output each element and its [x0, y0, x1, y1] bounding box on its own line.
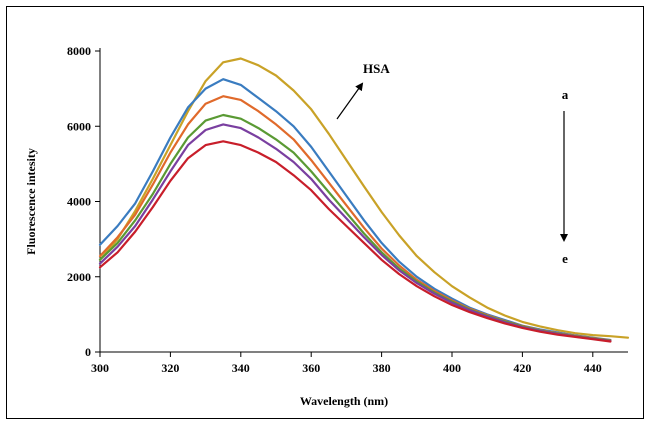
hsa-label: HSA [363, 61, 390, 76]
label-a: a [562, 87, 569, 102]
x-tick-label: 440 [584, 361, 602, 375]
label-e: e [562, 251, 568, 266]
annotations: HSA a e [336, 61, 569, 266]
axes: 0 2000 4000 6000 8000 300 320 340 360 380 400 420 44… [24, 44, 628, 408]
x-axis-title: Wavelength (nm) [300, 394, 388, 408]
x-tick-label: 300 [91, 361, 109, 375]
x-tick-label: 360 [302, 361, 320, 375]
y-tick-label: 6000 [67, 119, 91, 133]
x-tick-label: 420 [513, 361, 531, 375]
spectrum-line-6 [98, 140, 612, 343]
x-tick-label: 340 [232, 361, 250, 375]
y-tick-label: 8000 [67, 44, 91, 58]
x-tick-label: 400 [443, 361, 461, 375]
y-tick-label: 0 [85, 345, 91, 359]
chart-frame: 0 2000 4000 6000 8000 300 320 340 360 380 400 420 44… [6, 6, 644, 419]
y-axis-title: Fluorescence intesity [24, 148, 38, 255]
spectrum-line-5 [98, 123, 612, 343]
series-group [98, 57, 630, 343]
fluorescence-chart: 0 2000 4000 6000 8000 300 320 340 360 380 400 420 44… [24, 44, 630, 408]
y-tick-label: 4000 [67, 195, 91, 209]
x-tick-label: 380 [373, 361, 391, 375]
spectrum-line-2 [98, 78, 612, 342]
spectrum-line-1 [98, 57, 630, 339]
y-tick-label: 2000 [67, 270, 91, 284]
x-tick-label: 320 [161, 361, 179, 375]
hsa-arrow [336, 82, 364, 120]
